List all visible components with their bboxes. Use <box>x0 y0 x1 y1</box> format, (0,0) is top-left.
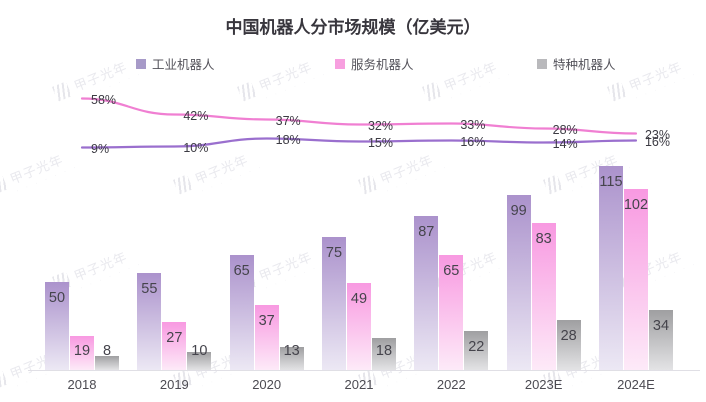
bar-industrial-2023E <box>506 194 531 370</box>
bar-special-2020 <box>279 346 304 370</box>
line-purple <box>80 137 638 149</box>
bar-value-label: 115 <box>599 174 623 191</box>
legend-label-special: 特种机器人 <box>553 58 616 72</box>
bar-value-label: 22 <box>468 339 485 356</box>
bar-industrial-2021 <box>321 237 346 370</box>
bar-value-label: 75 <box>325 245 343 262</box>
pct-label-line-purple-2022: 16% <box>460 135 486 149</box>
legend-item-special[interactable]: 特种机器人 <box>537 54 616 73</box>
bar-industrial-2024E <box>598 166 623 370</box>
bar-value-label: 50 <box>48 289 66 306</box>
x-axis-label-2021: 2021 <box>344 377 374 392</box>
bar-value-label: 10 <box>191 343 208 359</box>
x-axis-label-2019: 2019 <box>159 377 189 392</box>
legend-item-industrial[interactable]: 工业机器人 <box>136 54 215 73</box>
bar-value-label: 65 <box>233 262 250 279</box>
pct-label-line-pink-2020: 37% <box>275 114 301 128</box>
bar-value-label: 8 <box>102 343 112 359</box>
pct-label-line-purple-2018: 9% <box>91 142 110 156</box>
bar-industrial-2022 <box>414 216 439 370</box>
bar-special-2019 <box>187 352 212 370</box>
chart-title: 中国机器人分市场规模（亿美元） <box>225 18 481 37</box>
pct-label-line-purple-2020: 18% <box>275 133 301 147</box>
pct-label-line-pink-2023E: 28% <box>552 123 578 137</box>
pct-label-line-pink-2024E: 23% <box>644 128 670 142</box>
x-axis-label-2022: 2022 <box>436 377 466 392</box>
pct-label-line-pink-2019: 42% <box>183 109 209 123</box>
bar-service-2023E <box>531 223 556 370</box>
bar-value-label: 55 <box>141 280 158 297</box>
bar-value-label: 99 <box>510 202 527 219</box>
bar-special-2018 <box>95 355 119 370</box>
x-axis-label-2024E: 2024E <box>617 377 655 392</box>
bar-value-label: 27 <box>166 330 183 347</box>
legend-item-service[interactable]: 服务机器人 <box>335 54 414 73</box>
pct-label-line-purple-2024E: 16% <box>644 135 670 149</box>
pct-label-line-pink-2021: 32% <box>367 119 394 133</box>
line-pink <box>80 97 638 135</box>
bar-value-label: 28 <box>560 328 577 345</box>
bar-value-label: 102 <box>623 197 649 214</box>
pct-label-line-purple-2023E: 14% <box>552 137 578 151</box>
pct-label-line-pink-2018: 58% <box>91 93 117 107</box>
bar-industrial-2019 <box>137 272 162 370</box>
legend-label-industrial: 工业机器人 <box>152 58 215 72</box>
legend-swatch-industrial-icon <box>136 58 146 69</box>
bar-value-label: 19 <box>73 343 91 359</box>
pct-label-line-pink-2022: 33% <box>460 118 486 132</box>
bar-value-label: 49 <box>350 291 368 308</box>
pct-label-line-purple-2021: 15% <box>367 136 394 150</box>
x-axis-label-2018: 2018 <box>67 377 97 392</box>
bar-industrial-2018 <box>45 281 69 370</box>
bar-special-2023E <box>556 320 581 370</box>
bar-service-2020 <box>254 304 279 370</box>
bar-value-label: 13 <box>283 343 300 359</box>
legend-label-service: 服务机器人 <box>351 58 414 72</box>
bar-special-2022 <box>464 331 489 370</box>
bar-special-2021 <box>371 338 396 370</box>
bar-value-label: 65 <box>443 262 460 279</box>
bar-value-label: 83 <box>535 231 552 248</box>
legend-swatch-special-icon <box>537 58 547 69</box>
bar-service-2019 <box>162 322 187 370</box>
bar-service-2018 <box>70 336 94 370</box>
bar-value-label: 18 <box>375 343 393 359</box>
x-axis-label-2023E: 2023E <box>524 377 563 392</box>
x-axis-label-2020: 2020 <box>252 377 282 392</box>
legend-swatch-service-icon <box>335 58 345 69</box>
pct-label-line-purple-2019: 10% <box>183 141 209 155</box>
bar-value-label: 34 <box>652 317 670 334</box>
bar-value-label: 87 <box>418 224 435 240</box>
bar-special-2024E <box>648 309 673 370</box>
bar-service-2022 <box>439 254 464 370</box>
bar-service-2024E <box>623 189 648 370</box>
bar-service-2021 <box>346 283 371 370</box>
bar-value-label: 37 <box>258 312 275 329</box>
